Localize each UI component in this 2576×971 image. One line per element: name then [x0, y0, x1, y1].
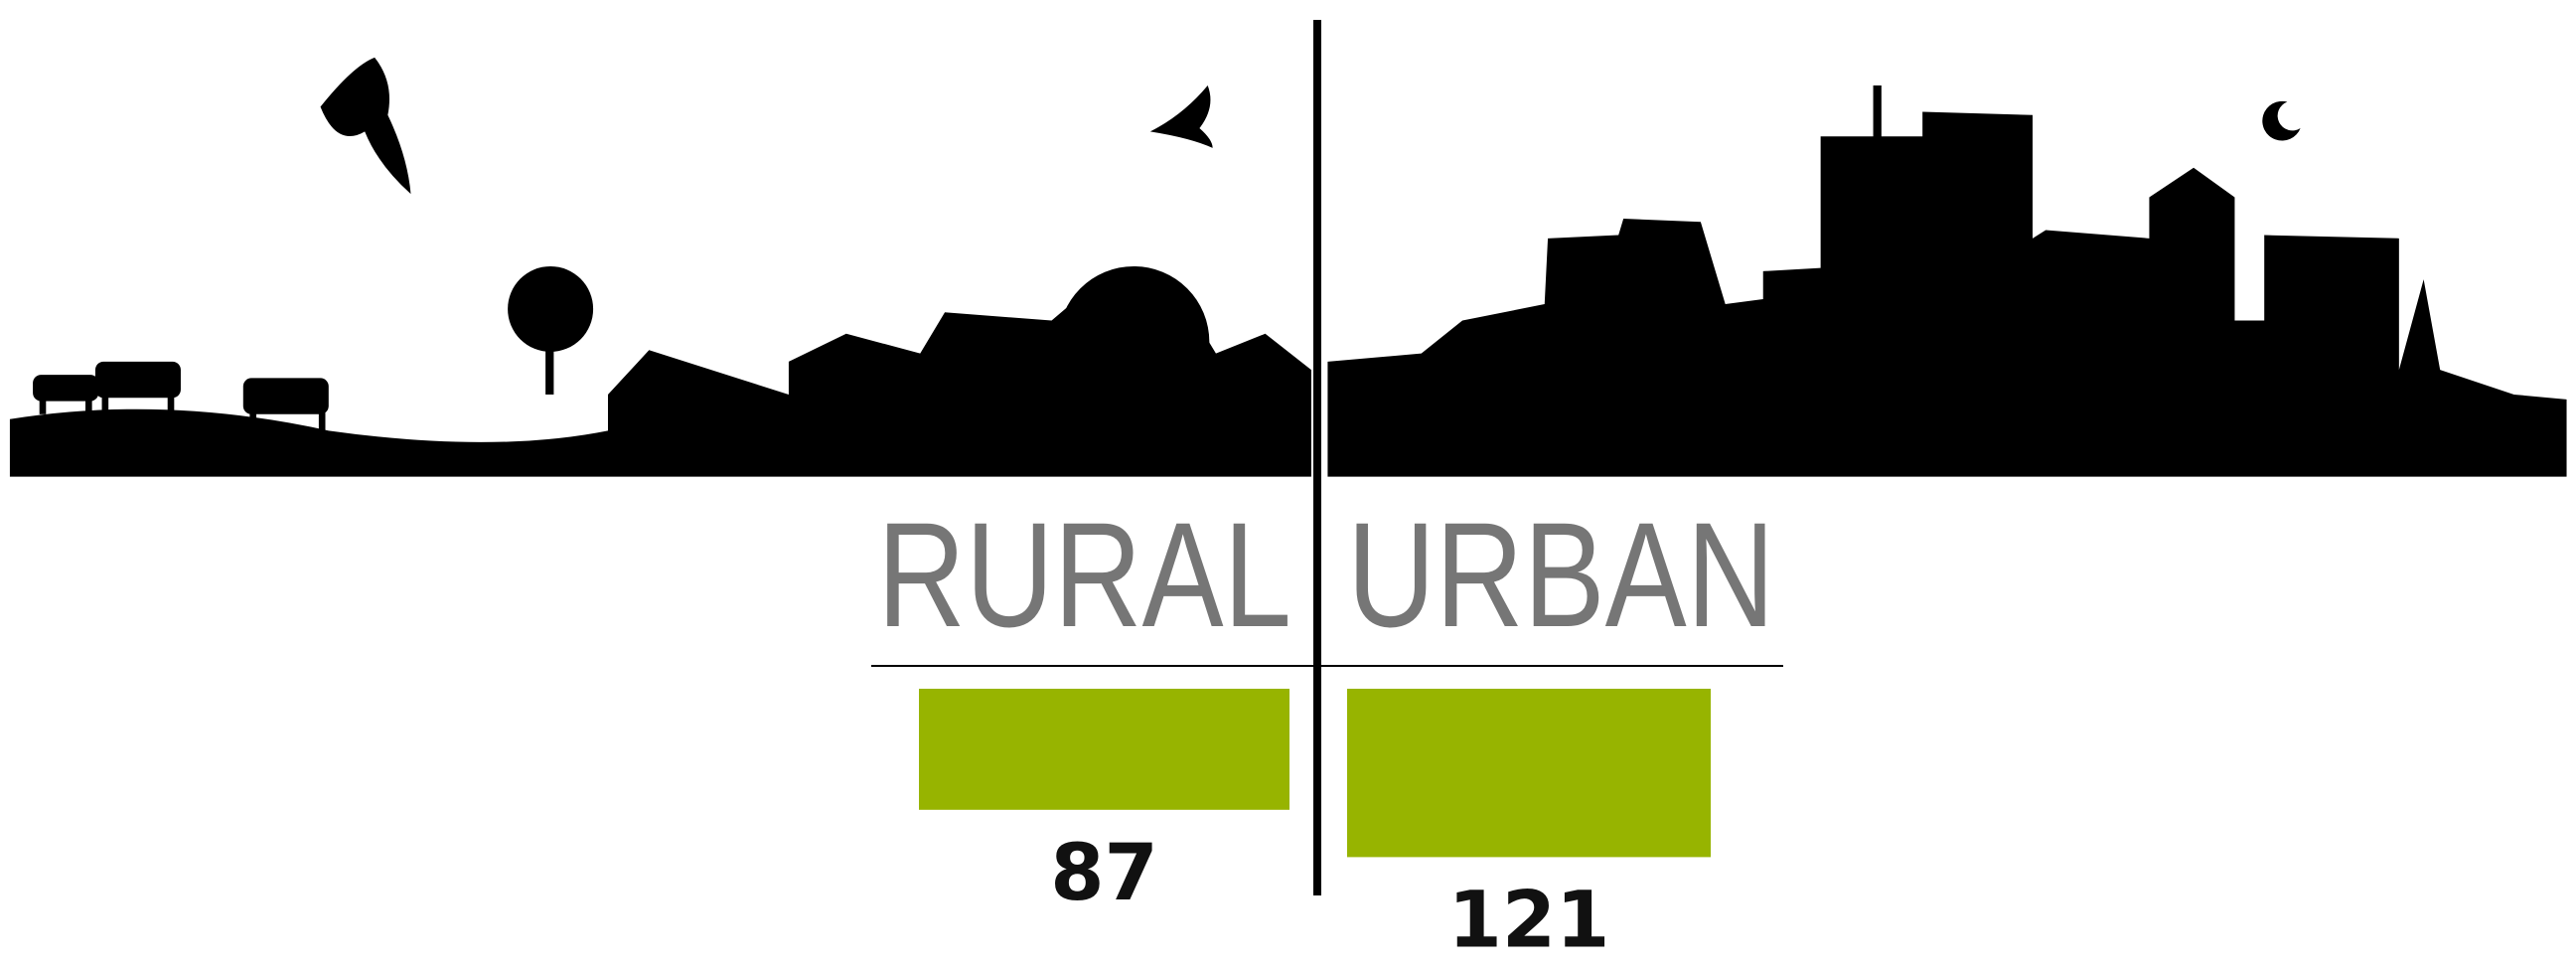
category-label: RURAL [877, 492, 1291, 658]
value-label: 87 [1050, 829, 1158, 918]
urban-silhouette [1327, 85, 2566, 477]
silhouettes [10, 58, 2567, 477]
value-label: 121 [1448, 876, 1610, 965]
page: RURAL87URBAN121 (() => { const data = JS… [0, 0, 2576, 971]
bar [1347, 689, 1711, 857]
infographic: RURAL 87 URBAN 121 [0, 0, 2576, 971]
bar [919, 689, 1289, 810]
category-label: URBAN [1347, 492, 1775, 658]
rural-silhouette [10, 58, 1311, 477]
